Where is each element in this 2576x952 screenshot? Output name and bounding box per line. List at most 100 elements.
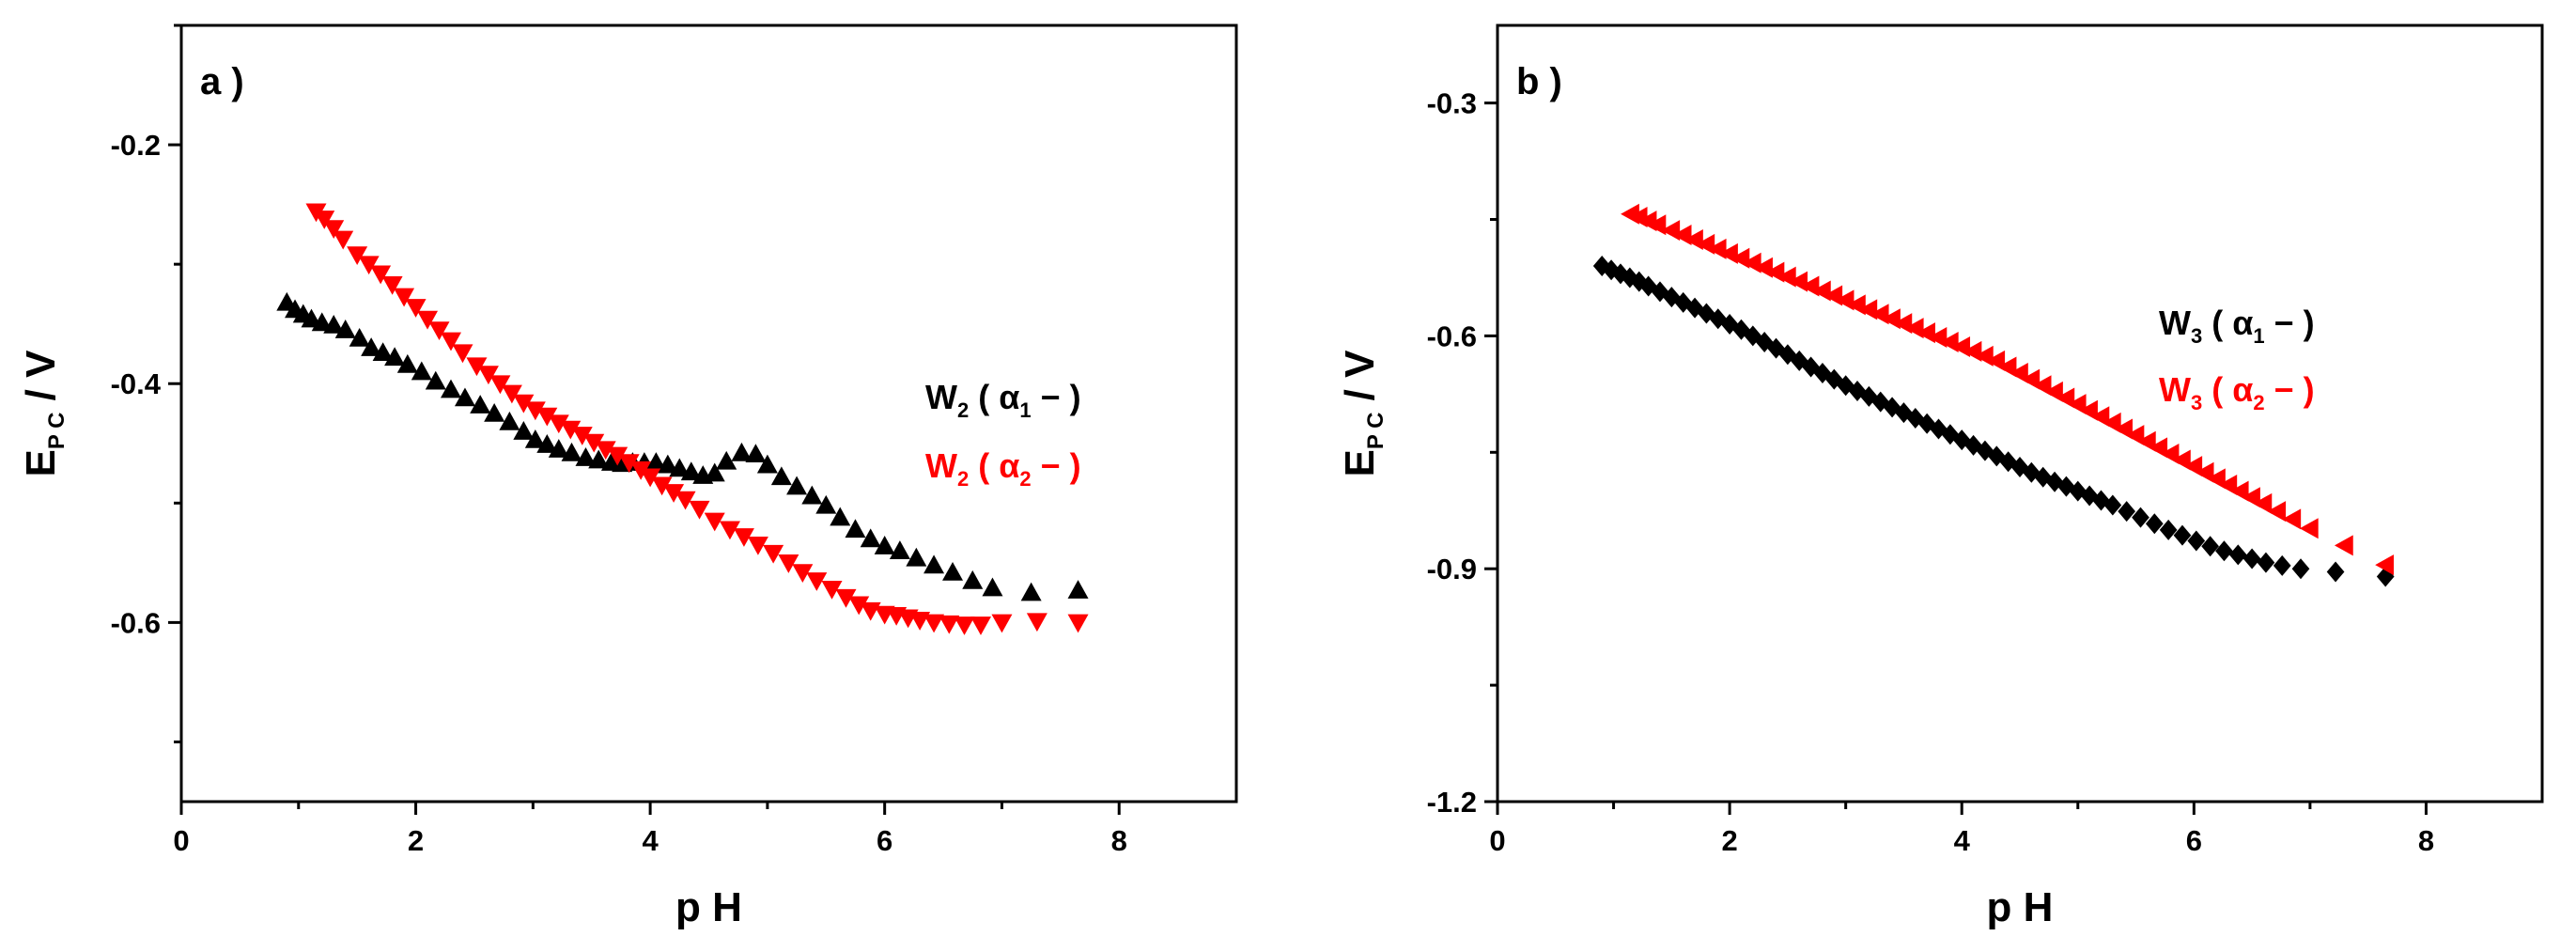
data-point <box>484 403 505 422</box>
data-point <box>939 615 960 634</box>
data-point <box>2253 492 2273 514</box>
data-point <box>669 458 691 477</box>
data-point <box>334 320 356 338</box>
data-point <box>607 446 628 466</box>
data-point <box>689 500 710 520</box>
data-point <box>333 230 354 250</box>
data-point <box>821 581 843 600</box>
data-point <box>1685 297 1704 319</box>
data-point <box>513 421 535 440</box>
y-axis-title-tail: / V <box>18 350 64 413</box>
data-point <box>618 454 640 474</box>
legend-open: ( α <box>2202 370 2253 409</box>
y-tick-label: -1.2 <box>1427 786 1477 819</box>
data-point <box>425 370 446 390</box>
data-point <box>561 442 582 461</box>
data-point <box>452 344 473 364</box>
data-point <box>982 577 1003 597</box>
x-tick-label: 6 <box>2186 824 2202 857</box>
data-point <box>405 299 427 318</box>
data-point <box>1651 281 1669 303</box>
legend-open: ( α <box>2202 304 2253 342</box>
data-point <box>417 310 439 330</box>
data-point <box>704 512 725 532</box>
data-point <box>2215 540 2233 562</box>
data-point <box>2187 530 2206 552</box>
data-point <box>2145 513 2164 535</box>
x-tick-label: 4 <box>1954 824 1971 857</box>
data-point <box>548 439 569 458</box>
legend-main: W <box>2159 370 2191 409</box>
data-point <box>477 366 499 385</box>
data-point <box>1720 314 1739 336</box>
data-point <box>645 452 667 471</box>
legend-sub2: 1 <box>1019 398 1031 422</box>
data-point <box>716 450 737 470</box>
data-point <box>2132 507 2149 528</box>
y-tick-label: -0.3 <box>1427 87 1477 120</box>
x-axis-title: p H <box>675 884 742 930</box>
data-point <box>372 342 394 361</box>
data-point <box>349 327 370 347</box>
data-point <box>1026 613 1047 632</box>
legend-entry: W2 ( α1 − ) <box>925 378 1081 422</box>
y-tick-label: -0.9 <box>1427 553 1477 585</box>
data-point <box>440 332 461 351</box>
legend-main: W <box>925 446 957 485</box>
data-point <box>954 616 975 635</box>
data-point <box>675 491 696 510</box>
data-point <box>1778 344 1797 366</box>
data-point <box>2201 536 2219 557</box>
legend-sub1: 2 <box>957 467 969 491</box>
data-point <box>991 614 1013 633</box>
legend-open: ( α <box>969 446 1019 485</box>
data-point <box>731 442 753 461</box>
panel-label: a ) <box>200 61 244 102</box>
data-point <box>845 519 866 538</box>
x-tick-label: 0 <box>173 824 189 857</box>
data-point <box>1647 214 1667 236</box>
plot-frame <box>179 23 1238 804</box>
y-axis-title: EP C / V <box>18 350 70 477</box>
y-axis-title: EP C / V <box>1337 350 1389 477</box>
data-point <box>874 536 895 554</box>
data-point <box>2173 524 2192 546</box>
data-point <box>2228 544 2247 566</box>
x-tick-label: 2 <box>1721 824 1737 857</box>
legend-sub1: 3 <box>2191 324 2202 348</box>
data-point <box>770 466 792 486</box>
x-tick-label: 8 <box>2418 824 2434 857</box>
data-point <box>1602 259 1621 281</box>
data-point <box>548 414 569 434</box>
y-tick-label: -0.4 <box>111 367 162 400</box>
legend-close: − ) <box>1032 446 1081 485</box>
series-W2(α1−) <box>276 291 1089 601</box>
data-point <box>411 361 432 381</box>
legend-close: − ) <box>2265 304 2315 342</box>
x-tick-label: 0 <box>1489 824 1505 857</box>
data-point <box>1067 614 1089 633</box>
data-point <box>595 441 616 460</box>
series-W3(α2−) <box>1621 203 2394 576</box>
data-point <box>2103 494 2122 516</box>
x-tick-label: 2 <box>408 824 424 857</box>
data-point <box>889 540 910 559</box>
legend-sub2: 1 <box>2253 324 2264 348</box>
data-point <box>2257 552 2275 573</box>
data-point <box>499 411 520 430</box>
data-point <box>806 572 828 591</box>
legend-entry: W3 ( α1 − ) <box>2159 304 2315 348</box>
data-point <box>2282 508 2302 530</box>
panel-b: 0 2 4 6 8-0.3-0.6-0.9-1.2p HEP C / Vb )W3 ( … <box>1337 23 2544 930</box>
data-point <box>1630 271 1649 292</box>
data-point <box>2291 558 2310 580</box>
data-point <box>763 544 784 564</box>
data-point <box>747 536 768 555</box>
data-point <box>835 588 857 608</box>
legend-sub2: 2 <box>2253 391 2264 414</box>
data-point <box>2118 501 2136 523</box>
data-point <box>786 476 808 495</box>
data-point <box>778 554 799 573</box>
data-point <box>733 528 754 547</box>
